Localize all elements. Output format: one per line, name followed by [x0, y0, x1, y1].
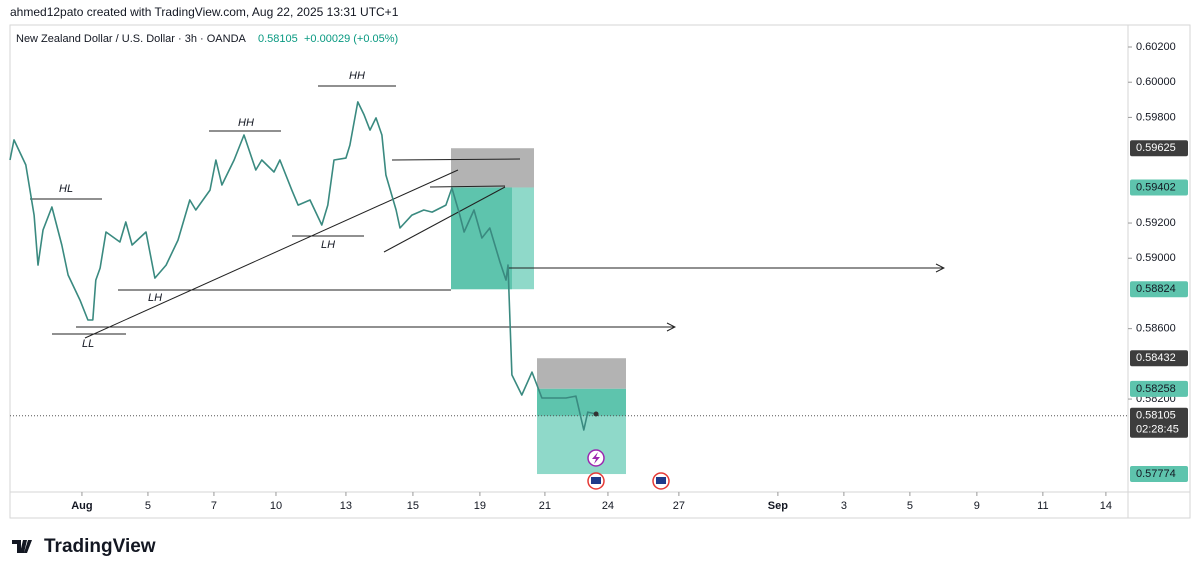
- x-tick-label: 14: [1100, 500, 1112, 512]
- price-badge-label: 0.58105: [1136, 410, 1176, 422]
- price-badge: [1130, 281, 1188, 298]
- annotation: LL: [82, 338, 94, 350]
- price-badge: [1130, 407, 1188, 438]
- price-badge-label: 0.58824: [1136, 283, 1176, 295]
- brand: TradingView: [44, 536, 156, 557]
- x-tick-label: 5: [907, 500, 913, 512]
- y-tick-label: 0.59200: [1136, 217, 1176, 229]
- header-price: 0.58105: [258, 33, 298, 45]
- x-tick-label: 24: [602, 500, 614, 512]
- flag-icon: [591, 477, 601, 484]
- annotation: HL: [59, 183, 73, 195]
- x-tick-label: 7: [211, 500, 217, 512]
- x-tick-label: 13: [340, 500, 352, 512]
- event-icons: [587, 449, 670, 490]
- annotation: LH: [321, 239, 335, 251]
- icon: [592, 452, 600, 464]
- price-badge-label: 0.57774: [1136, 468, 1176, 480]
- x-tick-label: Sep: [768, 500, 788, 512]
- price-badge: [1130, 380, 1188, 397]
- annotation: HH: [238, 117, 254, 129]
- x-tick-label: 9: [974, 500, 980, 512]
- x-tick-label: Aug: [71, 500, 92, 512]
- countdown: 02:28:45: [1136, 424, 1179, 436]
- stop-zone: [451, 148, 534, 188]
- x-tick-label: 5: [145, 500, 151, 512]
- price-badge-label: 0.58432: [1136, 352, 1176, 364]
- symbol-title: New Zealand Dollar / U.S. Dollar · 3h · …: [16, 33, 247, 45]
- logo-mark: [12, 540, 32, 553]
- price-badge-label: 0.59625: [1136, 142, 1176, 154]
- credit: ahmed12pato created with TradingView.com…: [10, 5, 399, 19]
- price-badge: [1130, 140, 1188, 157]
- y-tick-label: 0.58600: [1136, 323, 1176, 335]
- trend-line: [84, 169, 459, 339]
- header-change: +0.00029 (+0.05%): [304, 33, 398, 45]
- level-line: [429, 185, 506, 188]
- target-progress: [537, 388, 626, 416]
- price-badge: [1130, 350, 1188, 367]
- x-tick-label: 21: [539, 500, 551, 512]
- price-badge: [1130, 179, 1188, 196]
- x-tick-label: 15: [407, 500, 419, 512]
- trend-line: [383, 186, 506, 253]
- level-line: [391, 158, 521, 161]
- flag-icon: [656, 477, 666, 484]
- price-line: [9, 101, 597, 431]
- y-tick-label: 0.60200: [1136, 41, 1176, 53]
- y-tick-label: 0.59800: [1136, 111, 1176, 123]
- x-tick-label: 19: [474, 500, 486, 512]
- logo: TradingView: [12, 536, 156, 557]
- chart-frame: [9, 24, 1191, 519]
- x-tick-label: 10: [270, 500, 282, 512]
- x-tick-label: 27: [673, 500, 685, 512]
- x-tick-label: 11: [1037, 500, 1048, 512]
- annotation: LH: [148, 292, 162, 304]
- stop-zone: [537, 358, 626, 389]
- last-point: [593, 411, 599, 417]
- positions: [451, 148, 626, 475]
- annotation: HH: [349, 70, 365, 82]
- x-tick-label: 3: [841, 500, 847, 512]
- price-badge-label: 0.58258: [1136, 383, 1176, 395]
- price-badge: [1130, 466, 1188, 483]
- y-tick-label: 0.60000: [1136, 76, 1176, 88]
- drawings: HL HH HH LH LH LL: [30, 70, 944, 350]
- y-tick-label: 0.59000: [1136, 252, 1176, 264]
- price-badge-label: 0.59402: [1136, 181, 1176, 193]
